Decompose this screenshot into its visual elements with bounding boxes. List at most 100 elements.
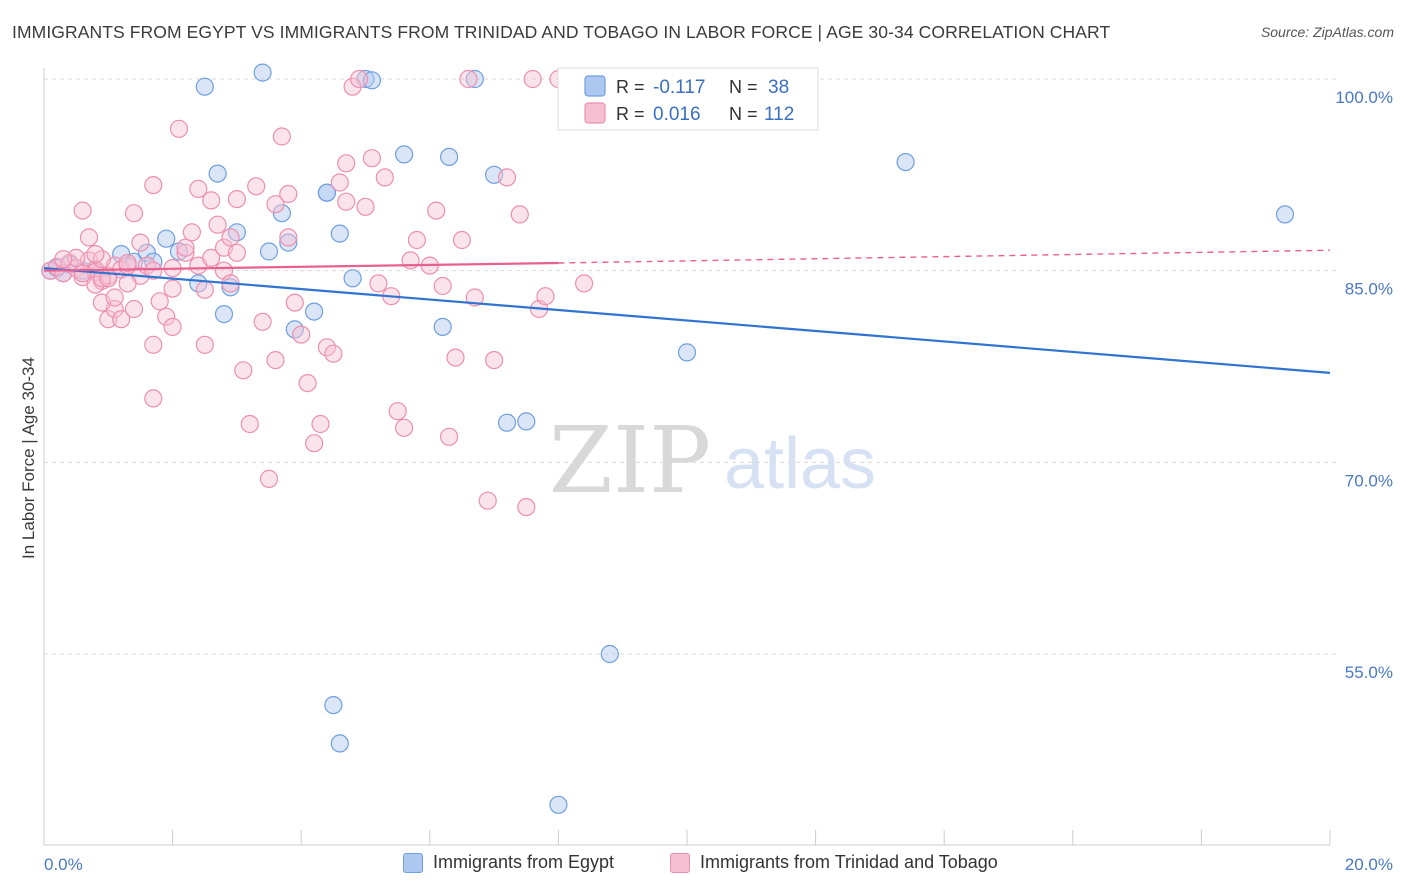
data-point (253, 63, 272, 82)
data-point (144, 389, 163, 408)
data-point (247, 177, 266, 196)
data-point (574, 274, 594, 293)
data-point (279, 228, 298, 247)
data-point (369, 274, 388, 293)
data-point (485, 351, 504, 370)
data-point (259, 242, 279, 261)
data-point (202, 191, 221, 210)
trend-line-trinidad (43, 261, 559, 272)
data-point (343, 269, 362, 288)
data-point (523, 69, 542, 89)
data-point (157, 229, 176, 248)
data-point (433, 317, 452, 336)
data-point (330, 224, 349, 243)
data-point (292, 325, 311, 344)
data-point (317, 338, 336, 357)
data-point (105, 288, 124, 307)
x-tick-label: 0.0% (44, 855, 83, 874)
data-point (395, 418, 414, 437)
data-point (54, 250, 73, 269)
data-point (266, 351, 285, 370)
source-credit: Source: ZipAtlas.com (1260, 24, 1394, 40)
data-point (285, 293, 304, 312)
data-point (279, 233, 298, 252)
data-point (169, 119, 189, 138)
legend-n-label-trinidad: N = (729, 104, 758, 124)
legend-r-value-trinidad: 0.016 (653, 104, 701, 125)
data-point (163, 317, 182, 336)
data-point (157, 307, 176, 326)
data-point (208, 164, 227, 183)
legend-label-trinidad: Immigrants from Trinidad and Tobago (700, 852, 998, 872)
legend-n-value-trinidad: 112 (764, 104, 794, 125)
data-point (195, 335, 214, 354)
y-tick-label: 55.0% (1345, 663, 1393, 682)
watermark-zip: ZIP (549, 407, 711, 514)
data-point (73, 264, 92, 283)
data-point (407, 230, 426, 250)
data-point (240, 414, 259, 434)
stats-legend: R = -0.117 N = 38 R = 0.016 N = 112 (557, 67, 819, 131)
data-point (221, 228, 240, 247)
legend-n-label-egypt: N = (729, 77, 758, 97)
legend-item-trinidad: Immigrants from Trinidad and Tobago (670, 852, 998, 873)
data-point (459, 69, 478, 89)
legend-r-label-trinidad: R = (616, 104, 645, 124)
axes: 55.0% 70.0% 85.0% 100.0% 0.0% 20.0% (43, 68, 1393, 874)
data-point (317, 183, 336, 202)
data-point (324, 695, 343, 715)
x-tick-label: 20.0% (1345, 855, 1393, 874)
legend-item-egypt: Immigrants from Egypt (403, 852, 614, 873)
data-point (182, 223, 201, 242)
legend-r-label-egypt: R = (616, 77, 645, 97)
data-point (536, 287, 555, 306)
data-point (896, 153, 915, 172)
data-point (208, 215, 227, 234)
data-point (131, 233, 150, 252)
data-point (227, 243, 246, 262)
data-point (234, 361, 253, 380)
data-point (279, 184, 298, 204)
data-point (440, 427, 459, 446)
data-point (253, 312, 272, 331)
data-point (433, 276, 452, 296)
legend-swatch-trinidad (584, 102, 606, 124)
data-point (163, 279, 182, 298)
data-point (324, 344, 343, 363)
data-point (86, 245, 105, 264)
data-point (298, 374, 317, 393)
data-point (99, 310, 118, 329)
data-point (600, 644, 619, 664)
data-point (337, 154, 356, 173)
data-point (214, 305, 234, 324)
data-point (272, 127, 291, 146)
data-point (266, 195, 285, 214)
data-point (176, 243, 195, 262)
data-point (1275, 205, 1295, 224)
y-tick-label: 100.0% (1335, 88, 1393, 107)
data-point (124, 204, 144, 223)
data-point (124, 299, 144, 319)
data-point (311, 414, 330, 434)
data-point (440, 147, 459, 166)
series-legend: Immigrants from Egypt Immigrants from Tr… (0, 852, 1406, 878)
data-point (517, 498, 536, 517)
data-point (427, 201, 446, 220)
data-point (510, 205, 529, 224)
data-point (478, 491, 497, 510)
data-point (362, 149, 381, 168)
data-point (517, 412, 536, 431)
data-point (677, 343, 697, 362)
y-tick-label: 70.0% (1345, 471, 1393, 490)
data-point (144, 176, 163, 195)
data-point (118, 274, 137, 293)
data-point (497, 413, 517, 432)
data-point (195, 77, 214, 96)
data-point (144, 261, 163, 280)
series-1-points (41, 69, 594, 517)
data-point (330, 734, 349, 753)
data-point (176, 238, 195, 257)
data-point (202, 248, 221, 267)
data-point (356, 197, 375, 216)
